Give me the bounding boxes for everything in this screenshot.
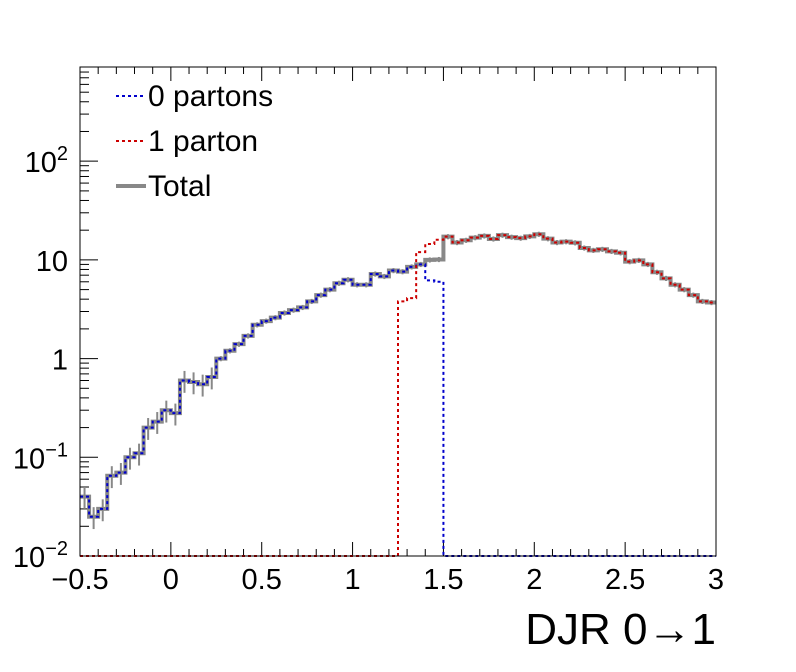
legend-label: 1 parton [148,125,258,158]
y-tick-label: 102 [25,143,68,179]
x-tick-label: −0.5 [51,564,108,596]
x-tick-label: 1 [345,564,361,596]
y-tick-label: 10−1 [13,439,68,475]
x-axis-title: DJR 0→1 [525,605,716,654]
y-tick-label: 10 [36,246,68,278]
x-tick-label: 3 [708,564,724,596]
x-tick-label: 1.5 [423,564,463,596]
x-tick-label: 2 [526,564,542,596]
series-line-1-parton [80,233,716,557]
y-tick-label: 10−2 [13,538,68,574]
legend: 0 partons 1 parton Total [116,80,273,203]
series-line-0-partons [80,263,716,557]
plot-frame [79,66,717,557]
series-layer [80,231,716,557]
x-tick-labels: −0.5 0 0.5 1 1.5 2 2.5 3 [51,564,724,596]
x-tick-label: 0 [163,564,179,596]
x-tick-label: 2.5 [605,564,645,596]
x-tick-label: 0.5 [242,564,282,596]
legend-label: Total [148,170,211,203]
y-tick-label: 1 [52,345,68,377]
legend-label: 0 partons [148,80,273,113]
y-tick-labels: 10−2 10−1 1 10 102 [13,143,68,574]
